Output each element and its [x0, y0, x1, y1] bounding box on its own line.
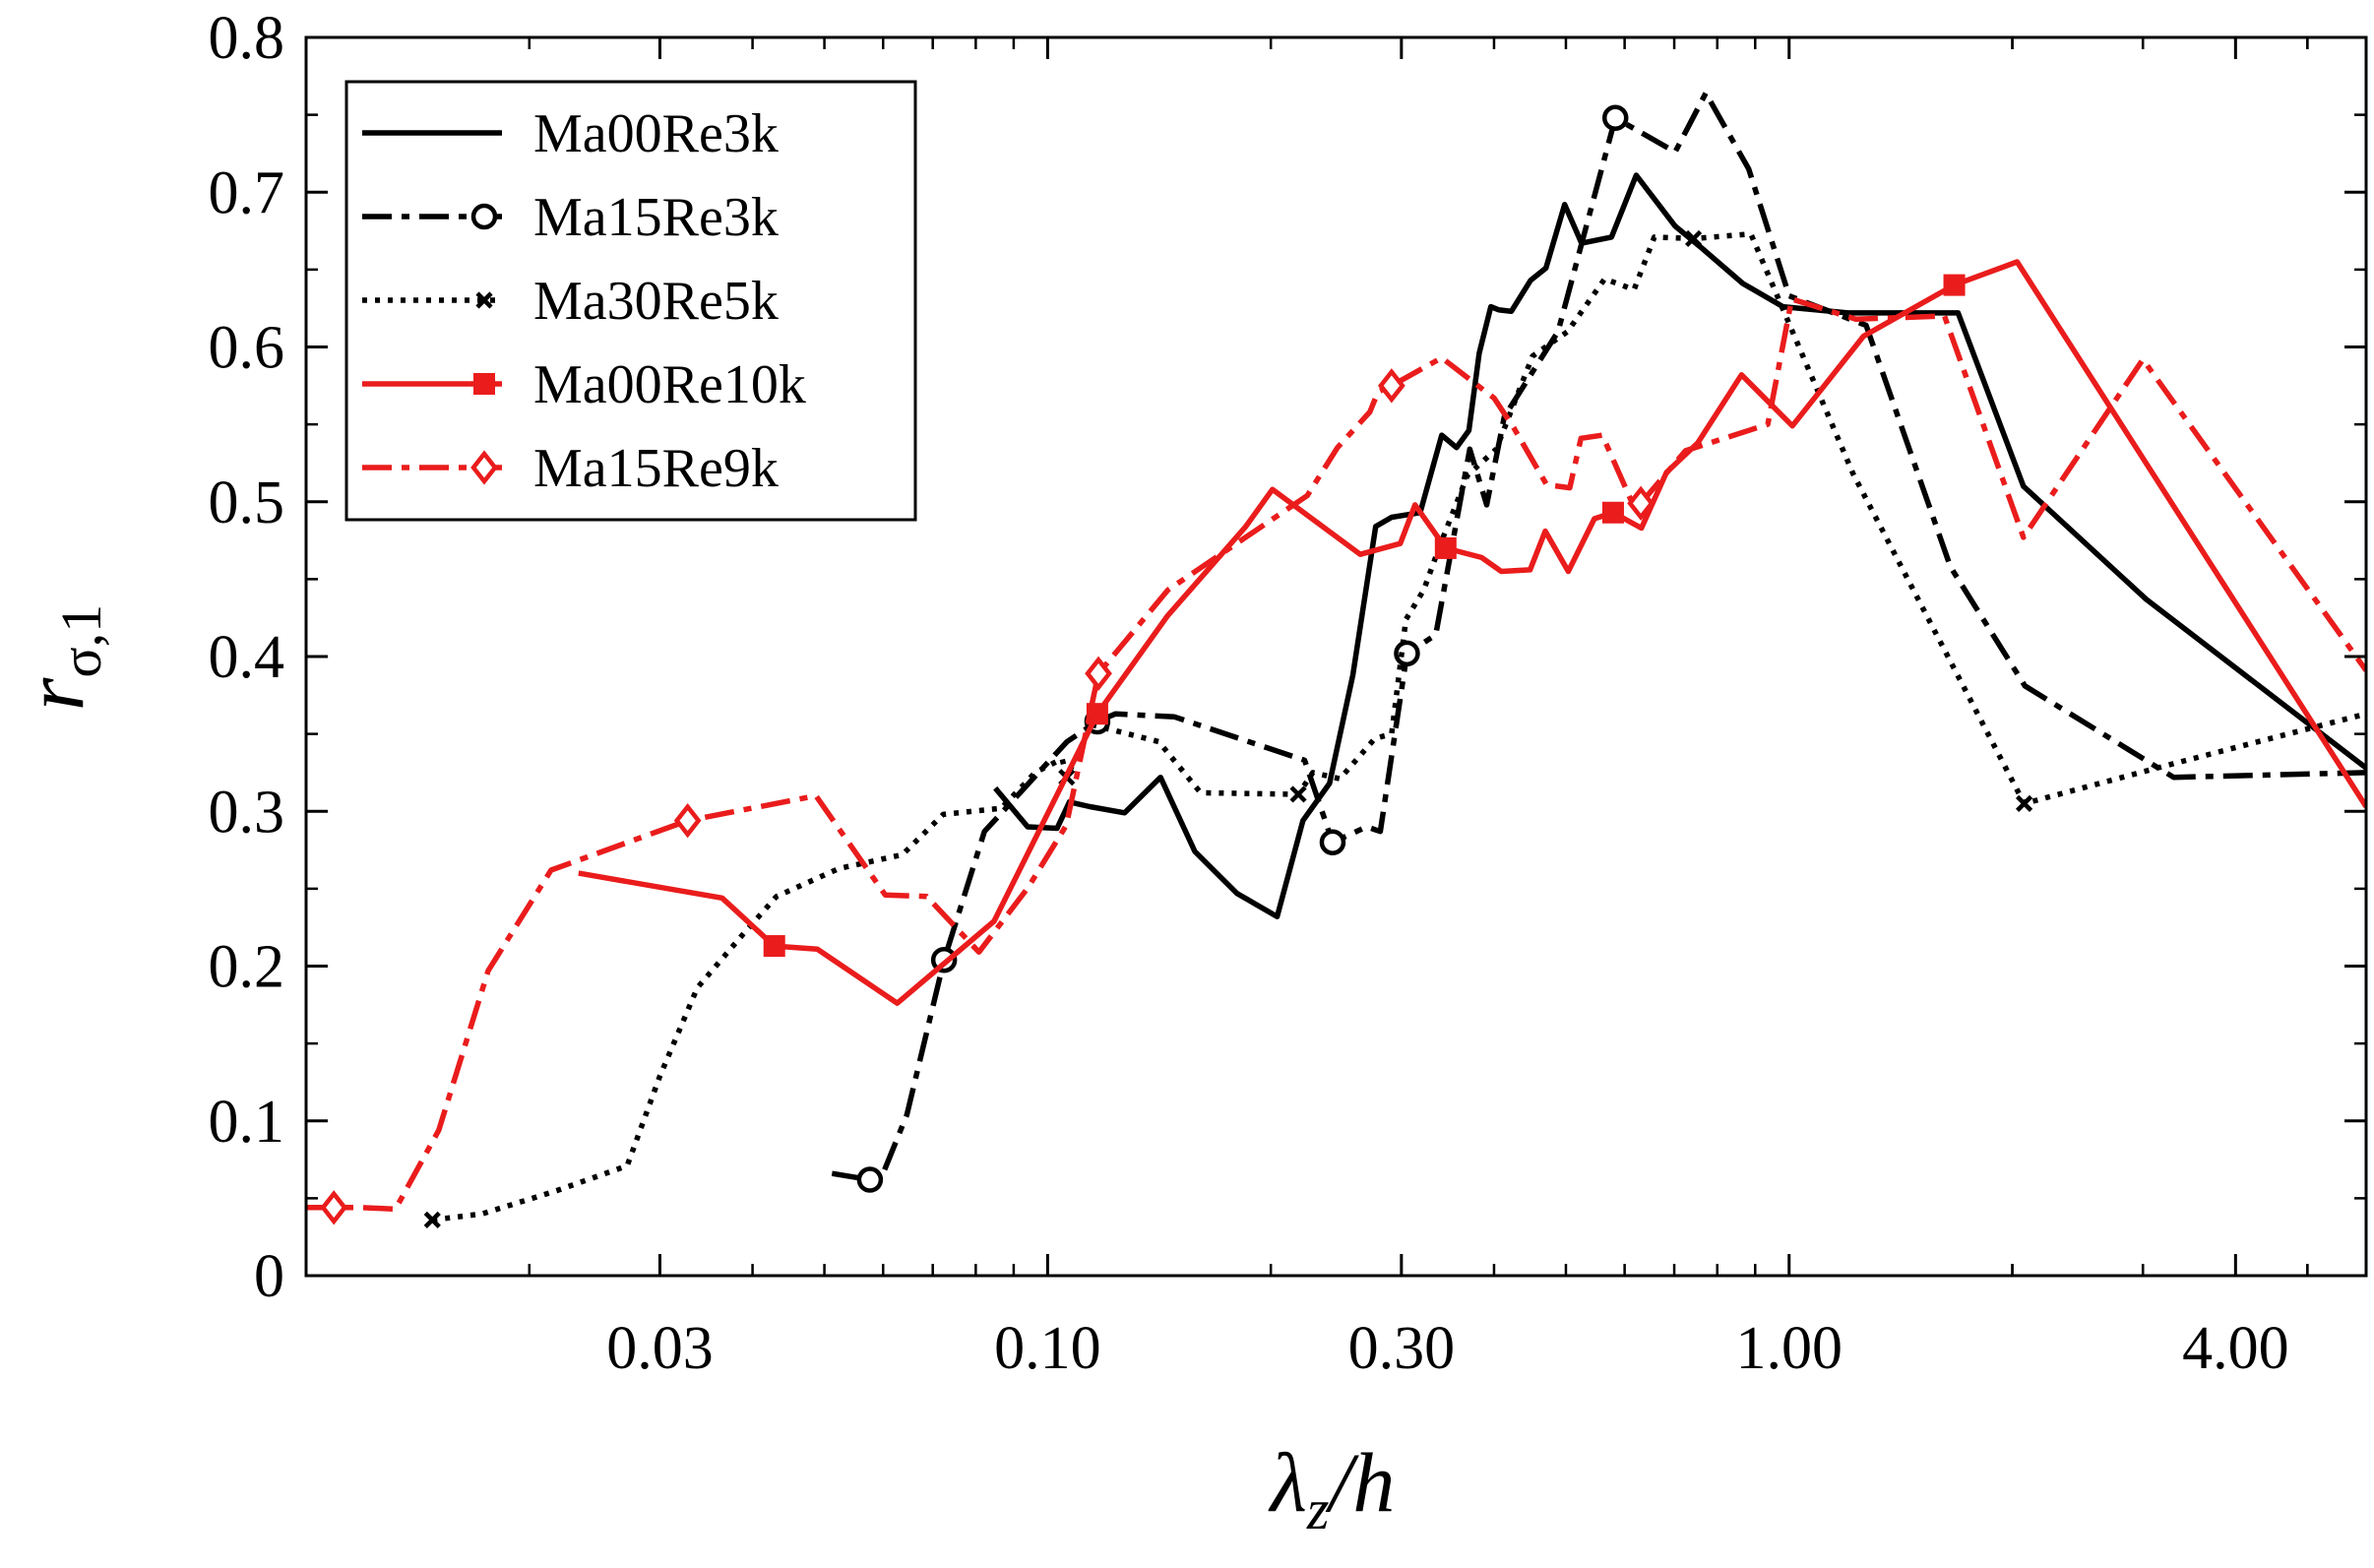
data-point-ma15re9k: [1378, 368, 1406, 404]
y-tick-label: 0.2: [209, 934, 285, 1001]
data-point-ma15re9k: [320, 1190, 348, 1225]
legend-marker: [470, 450, 498, 485]
y-tick-label: 0.1: [209, 1089, 285, 1156]
series-ma00re10k: [578, 259, 2366, 1006]
data-point-ma00re10k: [763, 935, 785, 958]
x-axis-label: λz/h: [1268, 1435, 1396, 1541]
x-tick-label: 0.03: [606, 1315, 714, 1382]
y-tick-label: 0.8: [209, 5, 285, 72]
data-point-ma15re9k: [1085, 656, 1112, 691]
y-tick-label: 0.7: [209, 159, 285, 226]
legend-label: Ma00Re10k: [533, 354, 806, 415]
y-tick-label: 0.6: [209, 315, 285, 382]
data-point-ma30re5k: [2015, 794, 2033, 812]
data-point-ma15re9k: [673, 803, 702, 839]
legend-marker: [475, 291, 493, 309]
legend-label: Ma30Re5k: [533, 271, 779, 332]
series-line-ma15re9k: [306, 296, 2366, 1213]
series-ma15re3k: [831, 90, 2366, 1193]
series-line-ma00re10k: [578, 259, 2366, 1006]
y-tick-label: 0.5: [209, 470, 285, 536]
x-tick-label: 0.10: [994, 1315, 1101, 1382]
legend-marker: [473, 373, 495, 395]
data-point-ma30re5k: [423, 1211, 441, 1228]
legend: Ma00Re3k Ma15Re3k Ma30Re5k Ma00Re10k Ma15Re9…: [344, 80, 917, 522]
legend-item-ma00re10k: Ma00Re10k: [362, 354, 806, 415]
y-tick-label: 0.4: [209, 624, 285, 691]
y-axis-label: rσ,1: [7, 604, 113, 711]
ticks-layer: [306, 35, 2366, 1278]
legend-label: Ma00Re3k: [533, 103, 779, 164]
data-point-ma30re5k: [1684, 229, 1703, 248]
x-tick-label: 1.00: [1736, 1315, 1843, 1382]
data-point-ma00re10k: [1434, 536, 1457, 559]
series-line-ma30re5k: [431, 230, 2366, 1223]
data-point-ma30re5k: [1289, 785, 1307, 803]
data-point-ma15re9k: [1627, 485, 1655, 521]
series-layer: [306, 90, 2366, 1228]
data-point-ma00re10k: [1086, 703, 1108, 725]
data-point-ma15re3k: [1319, 829, 1346, 855]
legend-marker: [470, 203, 498, 230]
data-point-ma15re3k: [856, 1166, 884, 1193]
series-ma15re9k: [306, 296, 2366, 1225]
y-tick-label: 0.3: [209, 779, 285, 846]
data-point-ma00re10k: [1601, 501, 1624, 524]
legend-item-ma15re3k: Ma15Re3k: [362, 187, 779, 248]
data-point-ma15re3k: [1394, 640, 1420, 667]
legend-label: Ma15Re9k: [533, 438, 779, 499]
y-tick-label: 0: [254, 1243, 284, 1310]
x-tick-label: 0.30: [1348, 1315, 1456, 1382]
data-point-ma00re10k: [1943, 274, 1966, 296]
legend-item-ma30re5k: Ma30Re5k: [362, 271, 779, 332]
data-point-ma15re3k: [1601, 104, 1629, 132]
series-line-ma15re3k: [831, 90, 2366, 1183]
series-line-ma00re3k: [993, 172, 2366, 919]
legend-item-ma15re9k: Ma15Re9k: [362, 438, 779, 499]
legend-label: Ma15Re3k: [533, 187, 779, 248]
legend-item-ma00re3k: Ma00Re3k: [362, 103, 779, 164]
series-ma00re3k: [993, 172, 2366, 919]
x-tick-label: 4.00: [2182, 1315, 2289, 1382]
tick-labels: 0 0.1 0.2 0.3 0.4 0.5 0.6 0.7 0.8 0.03 0.10 0.30 1.0…: [209, 5, 2289, 1382]
